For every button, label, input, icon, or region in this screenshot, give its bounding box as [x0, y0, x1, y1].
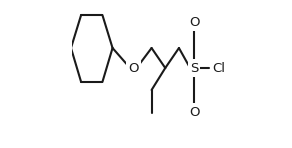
Text: S: S — [190, 62, 198, 74]
Text: O: O — [128, 62, 139, 74]
Text: O: O — [189, 16, 199, 29]
Text: O: O — [189, 106, 199, 119]
Text: Cl: Cl — [212, 62, 225, 74]
